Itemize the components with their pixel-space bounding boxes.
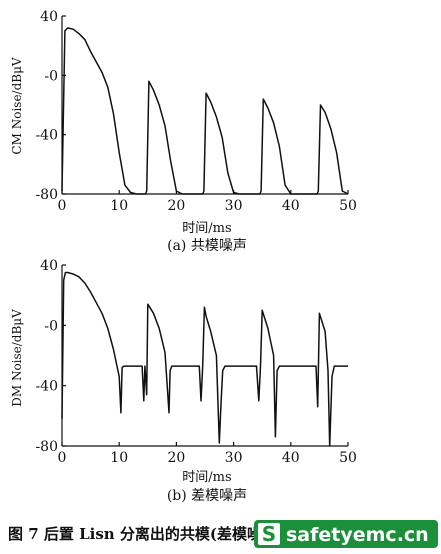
chart-a-series — [61, 27, 349, 195]
chart-b-xtick-label: 10 — [110, 450, 128, 466]
chart-a-ytick-label: -80 — [35, 187, 58, 203]
chart-a-xtick-label: 0 — [58, 198, 67, 214]
chart-b-ytick-label: -40 — [35, 379, 58, 395]
chart-a-axes: 40 -0 -40 -800 10 20 30 40 50 — [35, 9, 356, 214]
chart-a-ylabel: CM Noise/dBμV — [10, 57, 24, 154]
chart-panel-b: DM Noise/dBμV 40 -0 -40 -800 10 20 30 40 50 时间/m… — [10, 258, 357, 504]
chart-b-xtick-label: 40 — [282, 450, 300, 466]
chart-a-series-line — [61, 27, 349, 195]
watermark-badge: S — [262, 522, 276, 546]
chart-b-series-line — [61, 271, 348, 447]
chart-b-xlabel: 时间/ms — [182, 470, 231, 485]
chart-b-ytick-label: 40 — [40, 258, 58, 274]
chart-a-xtick-label: 40 — [282, 198, 300, 214]
watermark-background — [254, 520, 438, 548]
chart-b-xtick-label: 30 — [225, 450, 243, 466]
chart-a-ytick-label: -0 — [44, 68, 58, 84]
chart-a-xlabel: 时间/ms — [182, 221, 231, 236]
chart-a-xtick-label: 20 — [167, 198, 185, 214]
chart-b-series — [61, 271, 348, 447]
chart-b-xtick-label: 0 — [58, 450, 67, 466]
chart-a-ytick-label: -40 — [35, 128, 58, 144]
chart-b-xtick-label: 20 — [167, 450, 185, 466]
chart-b-ytick-label: -0 — [44, 318, 58, 334]
watermark-logo: S safetyemc.cn — [254, 520, 438, 548]
chart-a-xtick-label: 50 — [339, 198, 357, 214]
chart-b-ylabel: DM Noise/dBμV — [10, 309, 24, 407]
chart-panel-a: CM Noise/dBμV 40 -0 -40 -800 10 20 30 40 50 时间/m… — [10, 9, 357, 254]
chart-b-ytick-label: -80 — [35, 439, 58, 455]
figure-caption: 图 7 后置 Lisn 分离出的共模(差模噪声) — [8, 525, 284, 543]
watermark-badge-box — [258, 523, 280, 545]
chart-a-ytick-label: 40 — [40, 9, 58, 25]
chart-b-subtitle: (b) 差模噪声 — [167, 488, 247, 504]
chart-a-xtick-label: 30 — [225, 198, 243, 214]
chart-a-xtick-label: 10 — [110, 198, 128, 214]
chart-a-subtitle: (a) 共模噪声 — [167, 238, 247, 254]
chart-b-axes: 40 -0 -40 -800 10 20 30 40 50 — [35, 258, 356, 466]
chart-b-xtick-label: 50 — [339, 450, 357, 466]
watermark-text: safetyemc.cn — [286, 524, 429, 546]
